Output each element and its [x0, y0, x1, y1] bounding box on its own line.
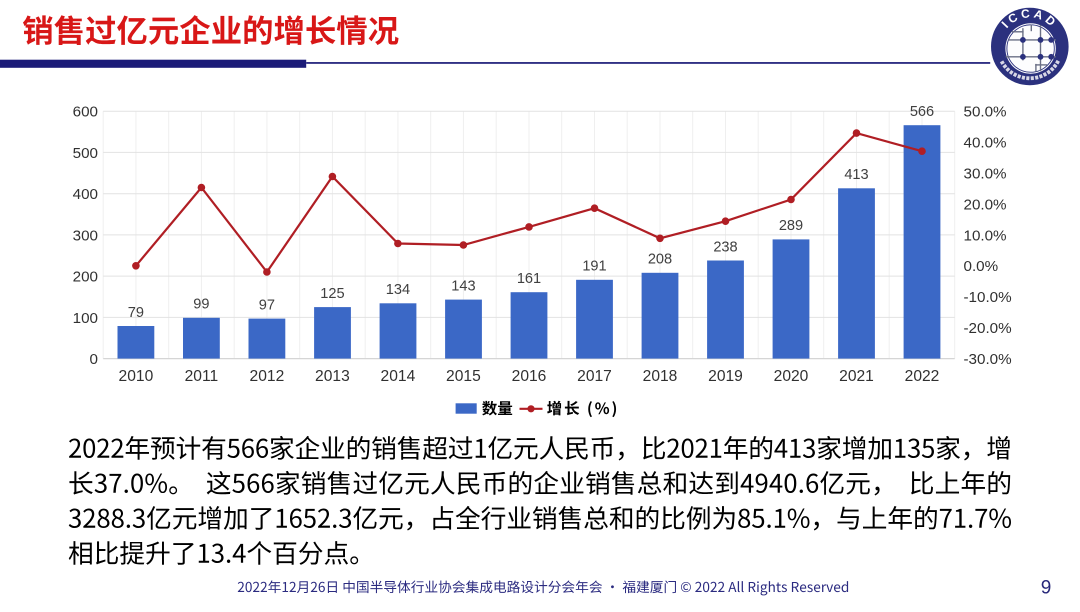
svg-text:289: 289 — [779, 218, 803, 234]
svg-text:2016: 2016 — [512, 368, 547, 385]
svg-text:566: 566 — [910, 104, 934, 120]
svg-text:-20.0%: -20.0% — [964, 320, 1012, 337]
svg-text:134: 134 — [386, 282, 410, 298]
svg-text:99: 99 — [193, 297, 209, 313]
svg-text:2012: 2012 — [250, 368, 285, 385]
svg-text:2010: 2010 — [119, 368, 154, 385]
svg-text:2015: 2015 — [446, 368, 481, 385]
svg-text:125: 125 — [320, 286, 344, 302]
svg-text:413: 413 — [844, 167, 868, 183]
svg-text:20.0%: 20.0% — [964, 196, 1007, 213]
svg-text:0.0%: 0.0% — [964, 258, 999, 275]
svg-text:161: 161 — [517, 271, 541, 287]
svg-text:300: 300 — [73, 227, 98, 244]
svg-text:30.0%: 30.0% — [964, 165, 1007, 182]
svg-text:143: 143 — [451, 278, 475, 294]
svg-text:238: 238 — [713, 239, 737, 255]
svg-text:40.0%: 40.0% — [964, 135, 1007, 152]
svg-text:-30.0%: -30.0% — [964, 351, 1012, 368]
svg-text:500: 500 — [73, 145, 98, 162]
svg-text:79: 79 — [128, 305, 144, 321]
svg-text:97: 97 — [259, 297, 275, 313]
svg-text:2017: 2017 — [577, 368, 612, 385]
svg-text:2022: 2022 — [905, 368, 940, 385]
svg-text:600: 600 — [73, 104, 98, 121]
svg-text:0: 0 — [90, 351, 98, 368]
svg-text:-10.0%: -10.0% — [964, 289, 1012, 306]
svg-text:10.0%: 10.0% — [964, 227, 1007, 244]
svg-text:50.0%: 50.0% — [964, 104, 1007, 121]
svg-text:2013: 2013 — [315, 368, 350, 385]
svg-text:2021: 2021 — [839, 368, 874, 385]
svg-text:2014: 2014 — [381, 368, 416, 385]
svg-text:2011: 2011 — [185, 368, 219, 385]
svg-text:100: 100 — [73, 310, 98, 327]
svg-text:9: 9 — [1041, 578, 1052, 599]
svg-text:191: 191 — [582, 259, 606, 275]
svg-text:400: 400 — [73, 186, 98, 203]
svg-text:2018: 2018 — [643, 368, 678, 385]
svg-text:2019: 2019 — [708, 368, 743, 385]
svg-text:200: 200 — [73, 269, 98, 286]
svg-text:2020: 2020 — [774, 368, 809, 385]
svg-text:208: 208 — [648, 252, 672, 268]
